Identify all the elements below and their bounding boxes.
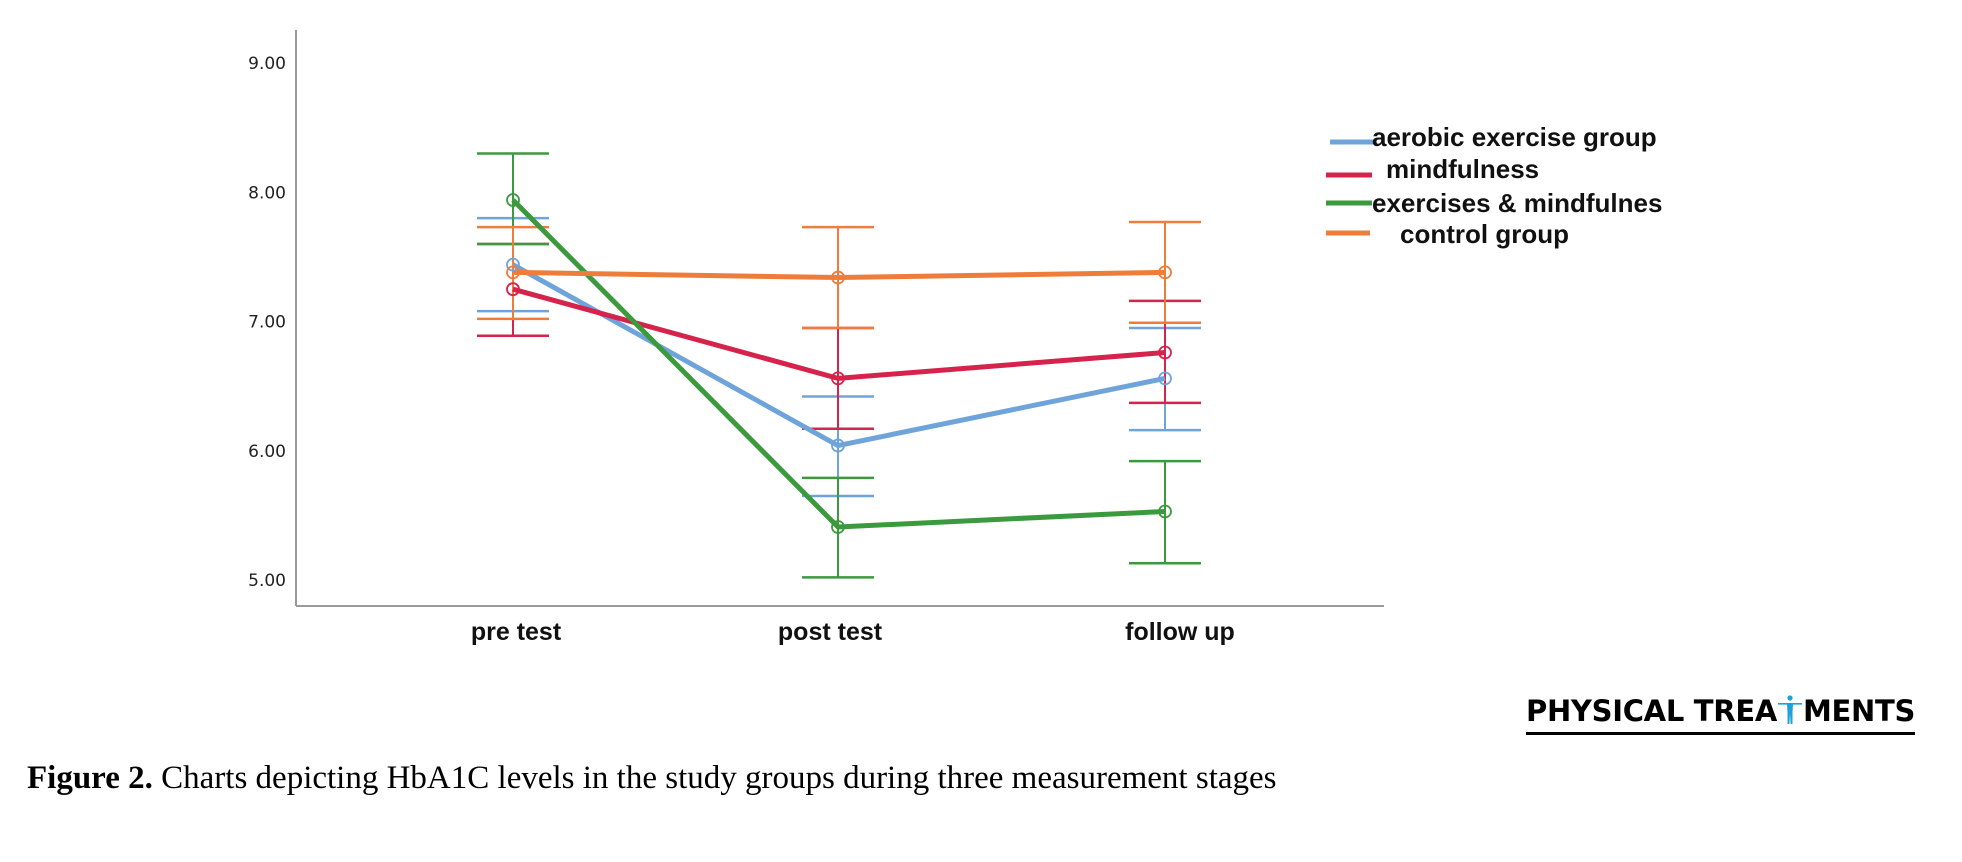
x-tick-label: pre test <box>471 618 562 646</box>
y-tick-label: 6.00 <box>248 442 286 462</box>
x-tick-label: follow up <box>1125 618 1235 646</box>
data-point <box>1158 265 1172 280</box>
y-tick-label: 5.00 <box>248 571 286 591</box>
data-point <box>1158 504 1172 519</box>
data-point <box>506 265 520 280</box>
data-point <box>1158 371 1172 386</box>
series-line-1 <box>512 286 1166 381</box>
data-point <box>831 371 845 386</box>
caption-text: Charts depicting HbA1C levels in the stu… <box>152 760 1277 796</box>
data-point <box>831 520 845 534</box>
legend-label: aerobic exercise group <box>1372 122 1657 152</box>
logo-text-start: PHYSICAL TREA <box>1526 694 1777 728</box>
y-tick-label: 7.00 <box>248 313 286 333</box>
series-markers <box>506 193 1172 534</box>
human-figure-icon <box>1777 695 1803 725</box>
series-lines <box>511 198 1166 530</box>
axes <box>295 30 1384 607</box>
data-point <box>506 282 520 297</box>
data-point <box>506 193 520 207</box>
data-point <box>1158 345 1172 360</box>
legend-label: exercises & mindfulnes <box>1372 188 1662 218</box>
series-line-3 <box>512 269 1166 281</box>
caption-label: Figure 2. <box>27 760 153 796</box>
x-tick-label: post test <box>778 618 883 646</box>
y-tick-label: 9.00 <box>248 54 286 74</box>
data-point <box>831 438 845 453</box>
logo-text-end: MENTS <box>1802 694 1916 728</box>
figure-caption: Figure 2. Charts depicting HbA1C levels … <box>27 760 1277 797</box>
legend-label: mindfulness <box>1386 154 1539 184</box>
journal-logo: PHYSICAL TREA MENTS <box>1526 694 1915 735</box>
series-line-2 <box>511 198 1166 530</box>
legend-label: control group <box>1400 219 1569 249</box>
data-point <box>506 257 520 272</box>
data-point <box>831 270 845 285</box>
y-tick-label: 8.00 <box>248 183 286 203</box>
x-axis-ticks: pre test post test follow up <box>471 618 1235 646</box>
series-line-0 <box>511 262 1166 449</box>
y-axis-ticks: 5.00 6.00 7.00 8.00 9.00 <box>248 54 286 591</box>
